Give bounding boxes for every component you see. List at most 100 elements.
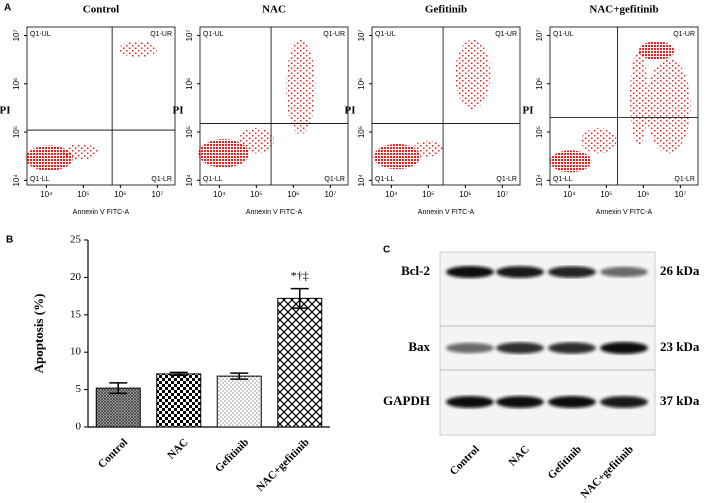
blot-band bbox=[548, 342, 596, 354]
quadrant-label: Q1-LR bbox=[324, 176, 345, 183]
event-cloud bbox=[638, 41, 675, 61]
event-cloud bbox=[413, 140, 444, 157]
y-tick-label: 10⁴ bbox=[535, 174, 544, 187]
lane-label: NAC bbox=[507, 443, 532, 468]
error-bar bbox=[290, 287, 309, 309]
x-tick-label: 10⁵ bbox=[422, 190, 434, 199]
y-axis-label: Apoptosis (%) bbox=[31, 294, 46, 374]
quadrant-label: Q1-LL bbox=[553, 176, 573, 183]
y-tick-label: 10⁷ bbox=[357, 30, 366, 42]
event-cloud bbox=[285, 39, 316, 135]
quadrant-label: Q1-LL bbox=[30, 176, 50, 183]
blot-band bbox=[446, 266, 494, 278]
quadrant-label: Q1-UR bbox=[673, 31, 695, 38]
y-tick-label: 10⁶ bbox=[185, 78, 194, 90]
blot-band bbox=[446, 396, 494, 408]
event-cloud bbox=[646, 58, 691, 154]
x-tick-label: 10⁷ bbox=[496, 190, 508, 199]
event-cloud bbox=[25, 145, 73, 171]
x-tick-label: 10⁷ bbox=[151, 190, 163, 199]
event-cloud bbox=[454, 39, 491, 110]
blot-band bbox=[496, 342, 544, 354]
x-tick-label: 10⁵ bbox=[250, 190, 262, 199]
plot-title: NAC bbox=[262, 4, 286, 16]
size-label: 37 kDa bbox=[660, 393, 700, 408]
event-cloud bbox=[118, 41, 158, 58]
bar bbox=[277, 297, 323, 428]
lane-label: Gefitinib bbox=[546, 443, 584, 481]
protein-label: Bcl-2 bbox=[401, 263, 430, 278]
plot-title: NAC+gefitinib bbox=[589, 4, 658, 16]
y-tick-label: 10⁵ bbox=[357, 126, 366, 138]
x-tick-label: 10⁶ bbox=[114, 190, 126, 199]
y-tick-label: 10⁷ bbox=[535, 30, 544, 42]
blot-band bbox=[600, 396, 648, 408]
blot-band bbox=[548, 396, 596, 408]
quadrant-label: Q1-UL bbox=[553, 31, 574, 38]
x-tick-label: 10⁶ bbox=[287, 190, 299, 199]
event-cloud bbox=[581, 128, 617, 154]
x-axis-label: Annexin V FITC-A bbox=[596, 209, 653, 216]
y-axis-label: PI bbox=[0, 104, 11, 116]
quadrant-label: Q1-LR bbox=[151, 176, 172, 183]
protein-label: Bax bbox=[408, 339, 430, 354]
x-tick-label: 10⁴ bbox=[385, 190, 398, 199]
x-tick-label: 10⁵ bbox=[600, 190, 612, 199]
panel-label: C bbox=[383, 245, 390, 256]
annotation: *†‡ bbox=[291, 268, 309, 282]
size-label: 23 kDa bbox=[660, 339, 700, 354]
x-tick-label: 10⁶ bbox=[459, 190, 471, 199]
x-tick-label: 10⁶ bbox=[637, 190, 649, 199]
bar bbox=[156, 373, 202, 428]
size-label: 26 kDa bbox=[660, 263, 700, 278]
protein-label: GAPDH bbox=[383, 393, 430, 408]
quadrant-label: Q1-UL bbox=[30, 31, 51, 38]
x-tick-label: 10⁷ bbox=[324, 190, 336, 199]
y-tick-label: 15 bbox=[70, 308, 82, 320]
lane-label: NAC+gefitinib bbox=[578, 443, 635, 500]
bar bbox=[95, 387, 141, 428]
x-axis-label: Annexin V FITC-A bbox=[246, 209, 303, 216]
quadrant-label: Q1-UL bbox=[375, 31, 396, 38]
x-tick-label: 10⁴ bbox=[40, 190, 53, 199]
y-tick-label: 10 bbox=[70, 346, 82, 358]
blot-band bbox=[496, 266, 544, 278]
panel-label: A bbox=[4, 3, 11, 14]
x-tick-label: 10⁴ bbox=[563, 190, 576, 199]
blot-band bbox=[446, 342, 494, 354]
quadrant-label: Q1-UR bbox=[495, 31, 517, 38]
event-cloud bbox=[238, 128, 274, 154]
quadrant-label: Q1-UR bbox=[323, 31, 345, 38]
y-axis-label: PI bbox=[345, 104, 356, 116]
event-cloud bbox=[198, 139, 249, 168]
y-tick-label: 10⁶ bbox=[535, 78, 544, 90]
y-tick-label: 10⁶ bbox=[357, 78, 366, 90]
error-bar bbox=[230, 372, 249, 380]
event-cloud bbox=[62, 143, 99, 160]
quadrant-label: Q1-UR bbox=[150, 31, 172, 38]
plot-title: Control bbox=[83, 4, 119, 16]
x-tick-label: 10⁵ bbox=[77, 190, 89, 199]
blot-band bbox=[548, 266, 596, 278]
bar bbox=[216, 375, 262, 428]
x-tick-label: Gefitinib bbox=[213, 436, 251, 474]
y-tick-label: 10⁵ bbox=[12, 126, 21, 138]
quadrant-label: Q1-LL bbox=[375, 176, 395, 183]
y-tick-label: 25 bbox=[70, 234, 82, 246]
y-tick-label: 10⁷ bbox=[185, 30, 194, 42]
y-tick-label: 10⁴ bbox=[357, 174, 366, 187]
x-tick-label: 10⁴ bbox=[213, 190, 226, 199]
blot-band bbox=[496, 396, 544, 408]
x-tick-label: NAC bbox=[165, 436, 190, 461]
y-tick-label: 10⁴ bbox=[185, 174, 194, 187]
event-cloud bbox=[629, 50, 648, 146]
event-cloud bbox=[550, 150, 592, 173]
y-axis-label: PI bbox=[523, 104, 534, 116]
error-bar bbox=[109, 382, 128, 395]
quadrant-label: Q1-LL bbox=[203, 176, 223, 183]
y-tick-label: 10⁵ bbox=[185, 126, 194, 138]
quadrant-label: Q1-UL bbox=[203, 31, 224, 38]
blot-band bbox=[600, 342, 648, 354]
y-tick-label: 10⁵ bbox=[535, 126, 544, 138]
